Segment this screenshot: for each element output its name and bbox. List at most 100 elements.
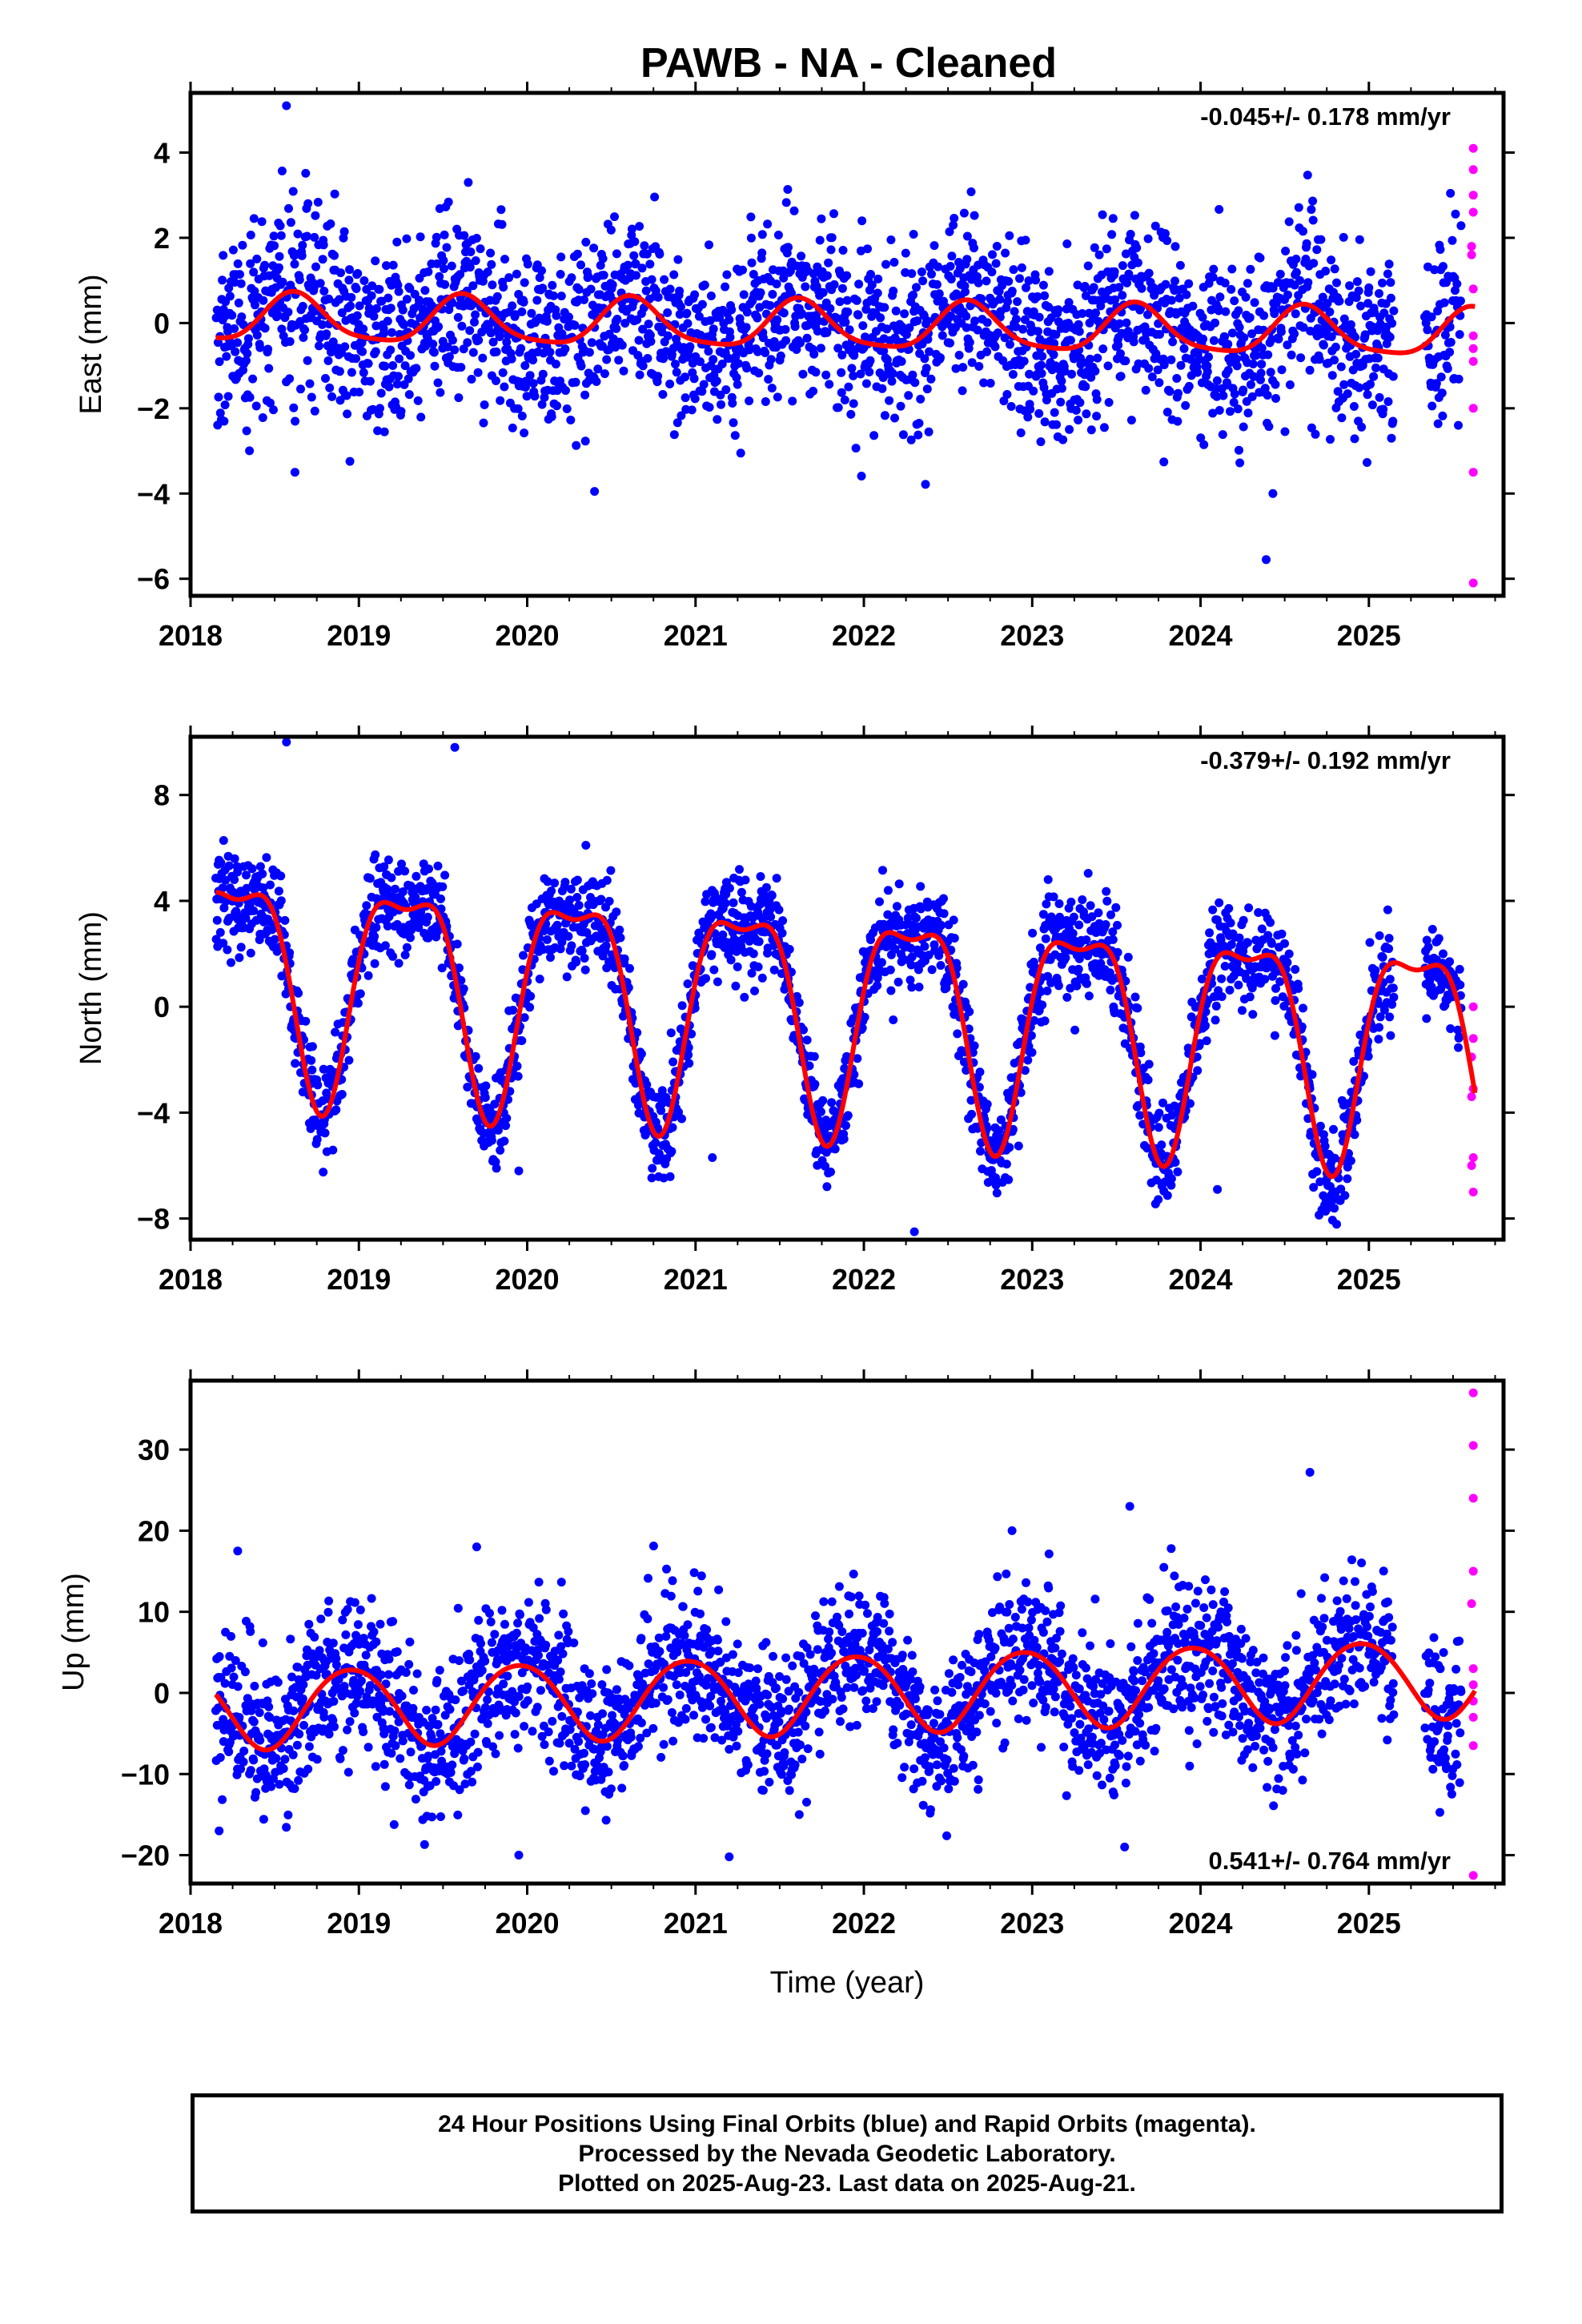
final-point bbox=[1082, 935, 1091, 945]
final-point bbox=[371, 347, 380, 356]
final-point bbox=[1350, 1130, 1359, 1140]
model-fit-line-east bbox=[215, 288, 1476, 356]
final-point bbox=[797, 308, 806, 318]
final-point bbox=[739, 290, 749, 300]
final-point bbox=[847, 364, 857, 373]
final-point bbox=[258, 869, 267, 879]
final-point bbox=[1274, 334, 1283, 344]
final-point bbox=[1232, 959, 1242, 968]
final-point bbox=[369, 312, 379, 321]
final-point bbox=[1110, 267, 1119, 276]
final-point bbox=[822, 328, 832, 337]
final-point bbox=[1090, 366, 1100, 376]
final-point bbox=[757, 973, 767, 983]
final-point bbox=[1226, 919, 1235, 927]
final-point bbox=[901, 920, 910, 930]
final-point bbox=[975, 1068, 985, 1077]
final-point bbox=[612, 315, 622, 324]
final-point bbox=[1447, 235, 1457, 245]
final-point bbox=[1121, 356, 1130, 366]
final-point bbox=[311, 211, 320, 220]
final-point bbox=[1040, 291, 1050, 300]
final-point bbox=[962, 312, 971, 321]
final-point bbox=[1337, 413, 1347, 423]
final-point bbox=[1211, 1001, 1221, 1011]
final-point bbox=[1254, 908, 1263, 917]
final-point bbox=[1108, 935, 1118, 944]
final-point bbox=[440, 264, 448, 273]
final-point bbox=[215, 927, 225, 937]
final-point bbox=[444, 352, 454, 361]
final-point bbox=[882, 324, 892, 334]
final-point bbox=[1038, 352, 1047, 361]
final-point bbox=[840, 396, 849, 404]
final-point bbox=[1303, 171, 1312, 180]
final-point bbox=[939, 894, 948, 903]
final-point bbox=[735, 865, 744, 875]
final-point bbox=[407, 925, 416, 935]
final-point bbox=[1243, 938, 1252, 947]
final-point bbox=[1227, 940, 1236, 949]
final-point bbox=[773, 231, 783, 239]
final-point bbox=[495, 332, 504, 341]
final-point bbox=[701, 897, 710, 907]
final-point bbox=[1379, 404, 1388, 414]
final-point bbox=[773, 315, 782, 324]
final-point bbox=[717, 400, 725, 409]
final-point bbox=[1033, 292, 1042, 301]
final-point bbox=[436, 904, 446, 914]
final-point bbox=[977, 294, 986, 304]
final-point bbox=[1107, 230, 1117, 239]
final-point bbox=[1114, 319, 1124, 328]
final-point bbox=[1166, 355, 1176, 364]
final-point bbox=[830, 1144, 840, 1154]
final-point bbox=[1263, 931, 1273, 940]
panel-up: 2018 2019 2020 2021 2022 2023 2024 2025−20−1001… bbox=[57, 1369, 1515, 1940]
final-point bbox=[1061, 953, 1070, 963]
final-point bbox=[809, 349, 819, 359]
final-point bbox=[1046, 313, 1056, 323]
final-point bbox=[1323, 299, 1332, 308]
final-point bbox=[1214, 306, 1223, 316]
y-tick-label: −4 bbox=[137, 1096, 170, 1129]
final-point bbox=[1153, 365, 1162, 375]
final-point bbox=[939, 909, 949, 919]
final-point bbox=[1421, 318, 1431, 328]
final-point bbox=[1445, 957, 1455, 967]
final-point bbox=[480, 1093, 490, 1102]
final-point bbox=[1217, 974, 1227, 983]
final-point bbox=[1211, 1015, 1220, 1025]
final-point bbox=[379, 862, 389, 871]
final-point bbox=[556, 270, 565, 279]
final-point bbox=[974, 1083, 984, 1092]
final-point bbox=[324, 294, 334, 304]
final-point bbox=[1217, 992, 1227, 1001]
final-point bbox=[296, 384, 305, 394]
final-point bbox=[696, 357, 705, 367]
final-point bbox=[1037, 368, 1046, 378]
final-point bbox=[520, 1013, 529, 1023]
final-orbit-points-north bbox=[211, 738, 1466, 1236]
final-point bbox=[1275, 977, 1285, 987]
final-point bbox=[907, 269, 917, 279]
final-point bbox=[1002, 390, 1012, 399]
rapid-point bbox=[1468, 344, 1478, 353]
final-point bbox=[1389, 992, 1399, 1002]
final-point bbox=[358, 347, 367, 356]
final-point bbox=[351, 284, 361, 293]
final-point bbox=[1114, 283, 1124, 292]
final-point bbox=[216, 858, 226, 867]
final-point bbox=[269, 405, 278, 415]
final-point bbox=[416, 412, 426, 422]
final-point bbox=[1455, 964, 1464, 974]
final-point bbox=[1320, 1141, 1330, 1151]
final-point bbox=[1348, 365, 1358, 375]
final-outlier-point bbox=[909, 1227, 919, 1236]
final-point bbox=[1199, 440, 1209, 449]
final-point bbox=[219, 903, 229, 913]
final-point bbox=[496, 205, 506, 215]
final-point bbox=[584, 348, 594, 357]
final-point bbox=[1355, 383, 1364, 392]
final-point bbox=[1383, 905, 1392, 915]
final-point bbox=[970, 243, 978, 253]
